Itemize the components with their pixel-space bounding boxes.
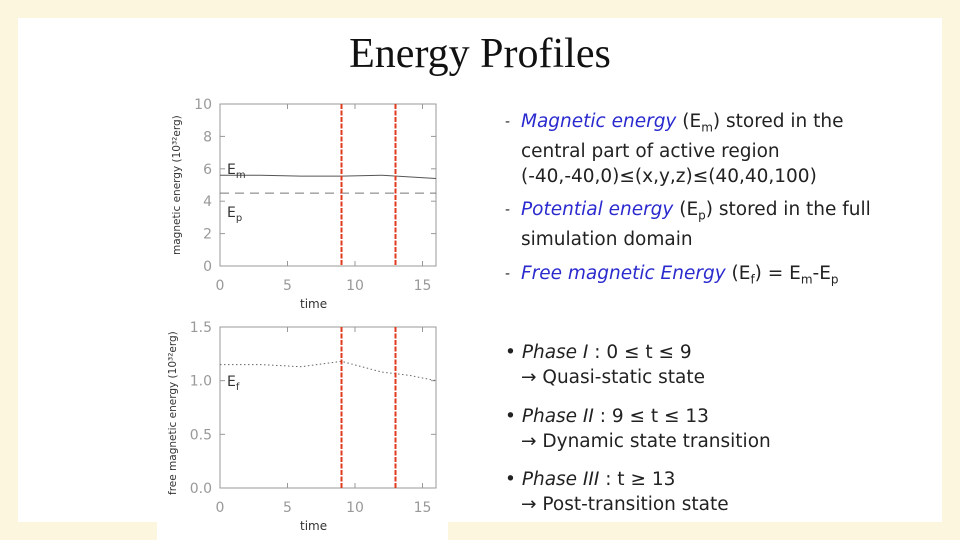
dash-marker: - — [505, 114, 511, 130]
series-label-ep: Ep — [227, 205, 242, 224]
plot-frame — [219, 103, 437, 267]
series-label-em: Em — [227, 162, 246, 181]
dash-marker: - — [505, 202, 511, 218]
x-axis-label: time — [300, 297, 327, 311]
x-tick-label: 5 — [283, 278, 292, 294]
plot-frame — [219, 326, 437, 489]
free-energy-chart: 0.0 0.5 1.0 1.5 0 5 10 15 free magnetic energy … — [167, 320, 437, 533]
x-tick-label: 15 — [414, 500, 432, 516]
y-tick-label: 4 — [203, 194, 212, 210]
x-tick-label: 0 — [216, 500, 225, 516]
x-tick-label: 10 — [346, 278, 364, 294]
bullet-free-energy: - Free magnetic Energy (Ef) = Em-Ep — [505, 263, 839, 287]
y-tick-label: 2 — [203, 227, 212, 243]
y-tick-label: 0.5 — [190, 427, 212, 443]
y-tick-label: 0 — [203, 259, 212, 275]
series-label-ef: Ef — [227, 374, 240, 393]
phase-item: • Phase I : 0 ≤ t ≤ 9 → Quasi-static sta… — [505, 342, 705, 388]
series-line-ef — [220, 360, 437, 382]
phase-name: Phase I — [521, 342, 589, 363]
y-tick-label: 6 — [203, 162, 212, 178]
x-tick-label: 0 — [216, 278, 225, 294]
y-axis-label: free magnetic energy (10³²erg) — [167, 331, 179, 495]
phase-name: Phase II — [521, 406, 594, 427]
x-tick-label: 15 — [414, 278, 432, 294]
term-magnetic-energy: Magnetic energy — [521, 111, 677, 132]
bullet-magnetic-energy: - Magnetic energy (Em) stored in the cen… — [505, 111, 844, 187]
term-potential-energy: Potential energy — [521, 199, 674, 220]
x-axis-label: time — [300, 519, 327, 533]
x-tick-label: 10 — [346, 500, 364, 516]
slide-title: Energy Profiles — [349, 31, 611, 77]
phase-item: • Phase III : t ≥ 13 → Post-transition s… — [505, 469, 729, 515]
phase-name: Phase III — [521, 469, 600, 490]
term-free-energy: Free magnetic Energy — [521, 263, 726, 284]
x-tick-label: 5 — [283, 500, 292, 516]
dash-marker: - — [505, 266, 511, 282]
plots-panel — [157, 97, 448, 540]
y-tick-label: 1.5 — [190, 320, 212, 336]
y-axis-label: magnetic energy (10³²erg) — [171, 115, 183, 255]
y-tick-label: 8 — [203, 129, 212, 145]
bullet-potential-energy: - Potential energy (Ep) stored in the fu… — [505, 199, 871, 251]
series-line-em — [220, 174, 437, 180]
y-tick-label: 10 — [194, 97, 212, 113]
phase-item: • Phase II : 9 ≤ t ≤ 13 → Dynamic state … — [505, 406, 771, 452]
y-tick-label: 1.0 — [190, 374, 212, 390]
y-tick-label: 0.0 — [190, 481, 212, 497]
